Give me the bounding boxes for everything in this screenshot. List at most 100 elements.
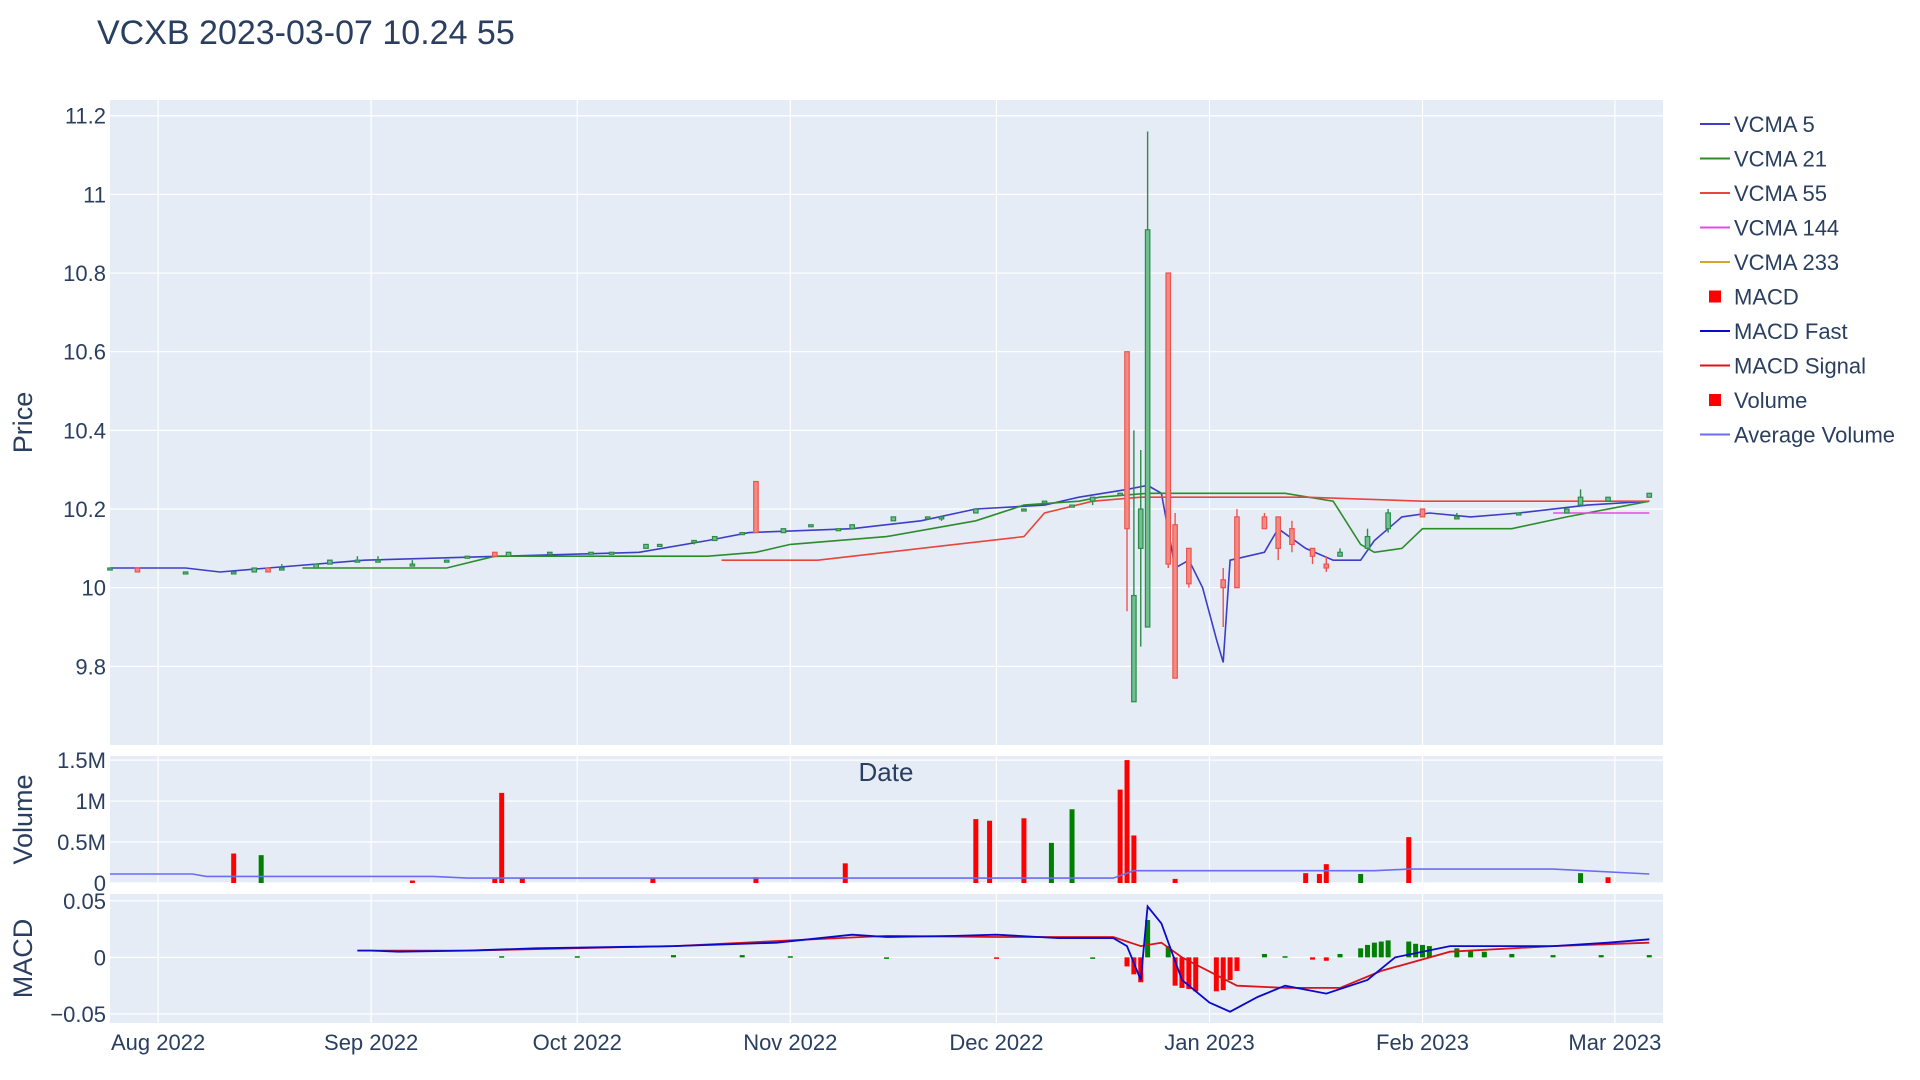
legend-entry: VCMA 5 xyxy=(1734,112,1815,137)
candle-body xyxy=(313,563,319,569)
volume-y-tick-label: 1M xyxy=(75,789,106,814)
candle-body xyxy=(134,567,141,573)
macd-histogram-bar xyxy=(1090,957,1096,959)
macd-histogram-bar xyxy=(1365,944,1371,958)
candle-body xyxy=(711,535,718,542)
macd-histogram-bar xyxy=(1358,948,1364,958)
macd-y-tick-label: 0.05 xyxy=(63,889,106,914)
macd-histogram-bar xyxy=(1454,948,1460,958)
date-axis-label: Date xyxy=(859,757,914,787)
price-y-tick-label: 9.8 xyxy=(75,654,106,679)
legend-swatch xyxy=(1709,394,1721,406)
macd-histogram-bar xyxy=(1468,950,1474,958)
candle-body xyxy=(1289,528,1295,546)
candle-body xyxy=(1419,508,1426,518)
volume-bar xyxy=(1124,760,1130,883)
macd-histogram-bar xyxy=(1598,955,1604,958)
candle-body xyxy=(1309,547,1316,557)
candle-body xyxy=(1021,508,1027,512)
volume-y-tick-label: 1.5M xyxy=(57,748,106,773)
volume-bar xyxy=(973,819,979,883)
candle-body xyxy=(1124,351,1130,530)
candle-body xyxy=(443,559,450,563)
macd-histogram-bar xyxy=(574,956,580,958)
volume-bar xyxy=(409,880,415,883)
candle-body xyxy=(375,559,381,563)
volume-bar xyxy=(1578,873,1584,883)
candle-body xyxy=(464,555,471,559)
candle-body xyxy=(780,528,787,534)
candle-body xyxy=(107,567,113,571)
volume-bar xyxy=(842,863,848,883)
macd-histogram-bar xyxy=(1124,957,1130,967)
macd-histogram-bar xyxy=(1646,955,1652,958)
candle-body xyxy=(1172,524,1178,679)
candle-body xyxy=(1563,508,1570,514)
legend-entry: MACD xyxy=(1734,285,1799,310)
candle-body xyxy=(1646,492,1653,498)
candle-body xyxy=(1069,504,1075,508)
volume-bar xyxy=(1323,864,1329,883)
candle-body xyxy=(505,551,512,557)
candle-body xyxy=(739,532,746,536)
price-y-tick-label: 10.8 xyxy=(63,261,106,286)
volume-y-axis-label: Volume xyxy=(8,774,38,864)
x-tick-label: Dec 2022 xyxy=(949,1030,1043,1055)
volume-bar xyxy=(987,820,993,883)
volume-bar xyxy=(1048,842,1054,883)
x-tick-label: Mar 2023 xyxy=(1568,1030,1661,1055)
price-y-tick-label: 11 xyxy=(83,182,106,207)
volume-bar xyxy=(1316,873,1322,883)
macd-histogram-bar xyxy=(1323,957,1329,961)
legend-entry: VCMA 21 xyxy=(1734,147,1827,172)
macd-histogram-bar xyxy=(1550,955,1556,958)
macd-histogram-bar xyxy=(1337,953,1343,958)
macd-histogram-bar xyxy=(1193,957,1199,992)
candle-body xyxy=(972,508,979,514)
price-y-tick-label: 10 xyxy=(82,576,106,601)
candle-body xyxy=(1515,512,1522,516)
volume-bar xyxy=(1303,873,1309,883)
candle-body xyxy=(1144,229,1151,628)
x-tick-label: Sep 2022 xyxy=(324,1030,418,1055)
candle-body xyxy=(182,571,189,575)
candle-body xyxy=(1275,516,1282,549)
candle-body xyxy=(835,528,842,532)
volume-bar xyxy=(1406,837,1412,883)
volume-bar xyxy=(1172,878,1178,883)
volume-bar xyxy=(1021,818,1027,883)
macd-histogram-bar xyxy=(739,955,745,958)
candle-body xyxy=(643,543,649,549)
macd-y-tick-label: −0.05 xyxy=(50,1002,106,1027)
volume-y-tick-label: 0.5M xyxy=(57,830,106,855)
candle-body xyxy=(1454,516,1460,520)
macd-histogram-bar xyxy=(1406,941,1412,958)
macd-histogram-bar xyxy=(1227,957,1233,980)
macd-histogram-bar xyxy=(1145,920,1151,958)
price-y-tick-label: 10.2 xyxy=(63,497,106,522)
candle-body xyxy=(1220,579,1227,589)
candle-body xyxy=(230,571,237,575)
macd-histogram-bar xyxy=(884,957,889,959)
macd-histogram-bar xyxy=(499,956,505,958)
macd-histogram-bar xyxy=(1172,957,1178,986)
macd-histogram-bar xyxy=(1282,956,1288,958)
volume-bar xyxy=(1131,835,1137,883)
macd-fast-line xyxy=(357,904,1650,1013)
legend-entry: Volume xyxy=(1734,388,1807,413)
legend-entry: MACD Fast xyxy=(1734,319,1848,344)
candle-body xyxy=(588,551,594,555)
macd-histogram-bar xyxy=(1179,957,1185,988)
candle-body xyxy=(1337,551,1343,557)
line-vcma-21 xyxy=(302,492,1650,569)
candle-body xyxy=(546,551,553,555)
candle-body xyxy=(354,559,361,563)
macd-histogram-bar xyxy=(1220,957,1226,991)
macd-histogram-bar xyxy=(1426,946,1432,958)
candle-body xyxy=(251,567,258,573)
legend-entry: MACD Signal xyxy=(1734,354,1866,379)
macd-histogram-bar xyxy=(1131,957,1137,975)
candle-body xyxy=(1234,516,1240,589)
